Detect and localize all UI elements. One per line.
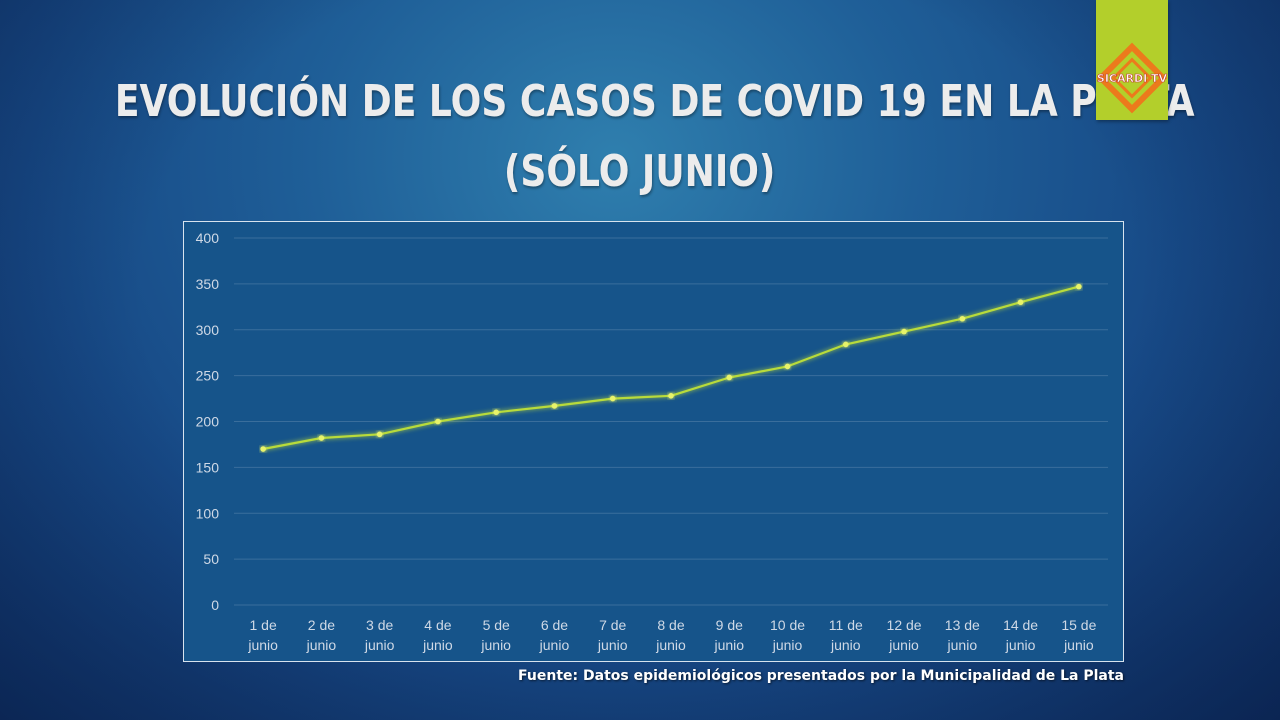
data-point: [1076, 283, 1082, 290]
x-tick-label: 6 de junio: [539, 617, 570, 653]
chart-svg: 0 50 100 150 200 250 300 350 400 1 de junio 2 de ju…: [196, 230, 1108, 653]
series-casos: [262, 285, 1080, 451]
sicardi-tv-logo: SICARDI TV: [1096, 0, 1168, 120]
data-point: [493, 409, 500, 416]
slide-title-line-2: (SÓLO JUNIO): [503, 146, 776, 197]
logo-text: SICARDI TV: [1097, 72, 1168, 85]
x-tick-label: 9 de junio: [713, 617, 744, 653]
y-tick-label: 350: [196, 276, 220, 292]
data-point: [1017, 299, 1024, 306]
x-tick-label: 10 de junio: [770, 617, 805, 653]
data-point: [843, 341, 849, 348]
data-point: [376, 431, 383, 438]
data-point: [959, 315, 966, 322]
source-note: Fuente: Datos epidemiológicos presentado…: [518, 668, 1124, 684]
x-tick-label: 5 de junio: [480, 617, 511, 653]
data-point: [668, 393, 674, 399]
data-point: [551, 403, 558, 409]
slide-title-line-1: EVOLUCIÓN DE LOS CASOS DE COVID 19 EN LA…: [114, 76, 1195, 127]
x-tick-label: 8 de junio: [655, 617, 686, 653]
x-tick-label: 11 de junio: [829, 617, 863, 653]
data-point: [318, 435, 325, 441]
series-line-casos: [262, 285, 1080, 451]
y-tick-label: 50: [203, 551, 219, 567]
gridlines: [234, 237, 1108, 606]
y-tick-label: 0: [211, 597, 219, 613]
x-tick-label: 13 de junio: [945, 617, 980, 653]
y-tick-label: 250: [196, 368, 220, 384]
y-tick-label: 300: [196, 322, 220, 338]
y-tick-label: 200: [196, 414, 220, 430]
data-point: [726, 374, 733, 381]
x-tick-label: 4 de junio: [422, 617, 453, 653]
x-tick-label: 3 de junio: [364, 617, 395, 653]
x-tick-label: 15 de junio: [1061, 617, 1096, 653]
x-tick-label: 12 de junio: [887, 617, 922, 653]
x-tick-label: 1 de junio: [247, 617, 278, 653]
line-chart: 0 50 100 150 200 250 300 350 400 1 de junio 2 de ju…: [183, 221, 1124, 662]
y-tick-label: 150: [196, 459, 220, 475]
x-tick-label: 2 de junio: [306, 617, 337, 653]
logo-graphic: SICARDI TV: [1097, 42, 1168, 114]
y-tick-label: 100: [196, 505, 220, 521]
data-point: [609, 395, 616, 402]
x-tick-label: 14 de junio: [1003, 617, 1038, 653]
x-tick-label: 7 de junio: [597, 617, 628, 653]
y-axis-tick-labels: 0 50 100 150 200 250 300 350 400: [196, 230, 220, 613]
data-point: [435, 418, 441, 425]
data-point: [784, 363, 791, 370]
x-axis-tick-labels: 1 de junio 2 de junio 3 de junio 4 de junio 5 de…: [247, 617, 1096, 653]
y-tick-label: 400: [196, 230, 220, 246]
series-markers: [260, 283, 1082, 452]
data-point: [901, 328, 907, 335]
data-point: [260, 446, 266, 452]
